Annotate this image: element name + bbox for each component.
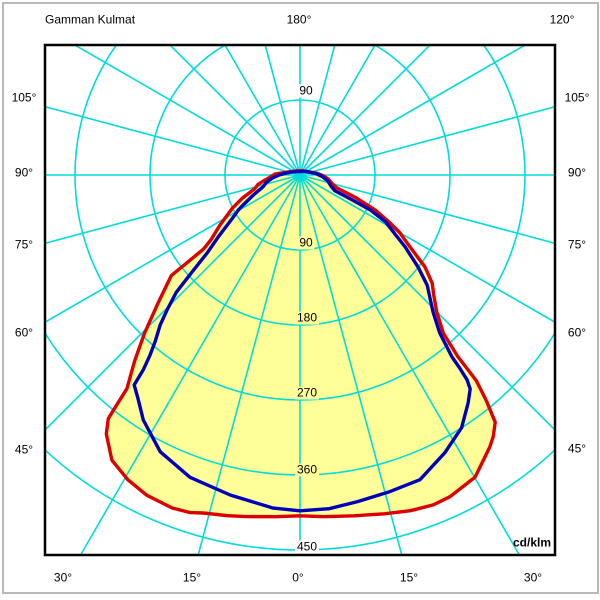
ring-value-label: 450 [294,539,320,554]
ring-value-label: 90 [297,235,315,250]
grid-ray [45,105,301,176]
grid-ray [299,174,555,324]
grid-ray [224,45,301,176]
plot-frame [43,43,557,557]
grid-ray [299,45,336,176]
grid-ray [45,174,301,432]
grid-ray [73,45,301,176]
angle-label-left: 75° [14,237,34,252]
angle-label-top: 180° [286,12,312,27]
angle-label-right: 90° [567,165,587,180]
ring-value-label: 270 [294,385,320,400]
angle-label-bottom: 30° [53,570,73,585]
red-intensity-curve [104,169,497,519]
angle-label-right: 45° [567,441,587,456]
grid-ray [299,174,521,555]
angle-label-left: 90° [14,165,34,180]
grid-ray [299,174,555,245]
grid-ray [79,174,301,555]
grid-ray [168,45,301,176]
grid-ray [45,174,301,245]
angle-label-left: 45° [14,442,34,457]
ring-value-label: 90 [297,83,315,98]
grid-ray [264,45,301,176]
grid-ray [197,174,301,555]
chart-title: Gamman Kulmat [45,12,136,27]
grid-ray [299,45,527,176]
angle-label-right: 60° [567,325,587,340]
grid-ray [299,45,376,176]
angle-label-bottom: 15° [182,570,202,585]
grid-ray [299,45,432,176]
grid-ray [299,174,555,432]
grid-ray [299,174,403,555]
grid-ray [299,105,555,176]
angle-label-left: 60° [14,325,34,340]
ring-value-label: 360 [294,462,320,477]
angle-label-bottom: 30° [523,570,543,585]
angle-label-bottom: 0° [292,570,304,585]
ring-value-label: 180 [294,310,320,325]
angle-label-left: 105° [11,90,37,105]
unit-label: cd/klm [512,535,551,550]
angle-label-right: 75° [567,237,587,252]
angle-label-bottom: 15° [399,570,419,585]
angle-label-right: 105° [564,90,590,105]
angle-label-top: 120° [549,12,575,27]
blue-intensity-curve [132,169,472,513]
